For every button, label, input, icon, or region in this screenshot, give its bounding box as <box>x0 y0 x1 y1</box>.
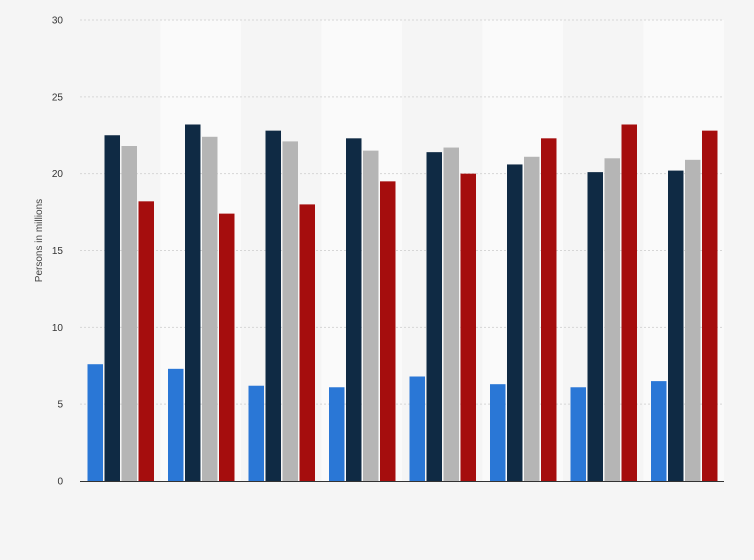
bar <box>363 150 379 481</box>
bar <box>587 172 603 481</box>
y-tick-label: 10 <box>52 323 64 334</box>
bar <box>651 381 667 481</box>
bar <box>460 173 476 481</box>
bar <box>685 159 701 481</box>
bar <box>409 376 425 481</box>
bar <box>490 384 506 481</box>
y-axis-ticks: 0 5 10 15 20 25 30 <box>52 16 64 488</box>
bar <box>202 136 218 481</box>
bar <box>138 201 154 481</box>
bar <box>621 124 637 481</box>
y-tick-label: 20 <box>52 169 64 180</box>
bar <box>87 364 103 481</box>
bars <box>87 124 718 482</box>
y-tick-label: 25 <box>52 92 64 103</box>
bar <box>702 130 718 481</box>
bar <box>443 147 459 481</box>
bar <box>168 368 184 481</box>
bar <box>346 138 362 481</box>
y-tick-label: 0 <box>57 477 63 488</box>
bar <box>248 385 264 481</box>
bar <box>604 158 620 482</box>
bar <box>380 181 396 481</box>
bar <box>299 204 315 481</box>
y-tick-label: 15 <box>52 246 64 257</box>
bar <box>282 141 298 481</box>
bar <box>121 146 137 482</box>
y-tick-label: 30 <box>52 16 64 27</box>
bar <box>570 387 586 481</box>
bar <box>541 138 557 481</box>
bar <box>185 124 201 481</box>
bar <box>329 387 345 481</box>
bar <box>265 130 281 481</box>
y-axis-title: Persons in millions <box>34 199 45 282</box>
bar <box>104 135 120 481</box>
bar <box>507 164 523 482</box>
bar <box>219 213 235 481</box>
bar <box>426 152 442 482</box>
bar <box>668 170 684 482</box>
y-tick-label: 5 <box>57 400 63 411</box>
bar <box>524 156 540 481</box>
